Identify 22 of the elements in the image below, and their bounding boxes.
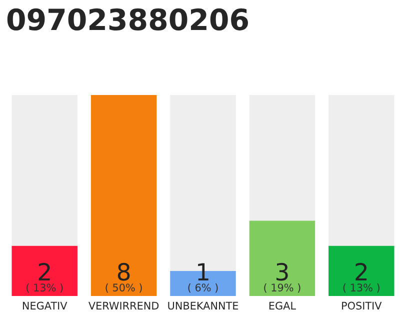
data-label: 2	[38, 262, 50, 280]
annotation: ( 6% )	[188, 283, 218, 293]
annotation: ( 13% )	[343, 283, 380, 293]
data-label: 2	[356, 262, 367, 280]
data-label: 8	[118, 262, 130, 281]
x-tick-label: NEGATIV	[22, 302, 68, 310]
bar	[249, 220, 316, 296]
bar	[328, 95, 394, 246]
x-tick-label: VERWIRREND	[88, 302, 159, 310]
chart-title: 097023880206	[7, 8, 248, 30]
annotation: ( 50% )	[106, 283, 142, 293]
bar	[249, 95, 316, 221]
data-label: 3	[276, 262, 288, 281]
x-tick-label: UNBEKANNTE	[168, 302, 238, 310]
bar	[12, 95, 78, 246]
annotation: ( 19% )	[264, 283, 300, 293]
bar	[12, 246, 78, 296]
bar	[328, 246, 394, 296]
annotation: ( 13% )	[26, 283, 63, 293]
bar	[90, 95, 157, 296]
x-tick-label: EGAL	[269, 302, 296, 310]
x-tick-label: POSITIV	[342, 302, 382, 310]
